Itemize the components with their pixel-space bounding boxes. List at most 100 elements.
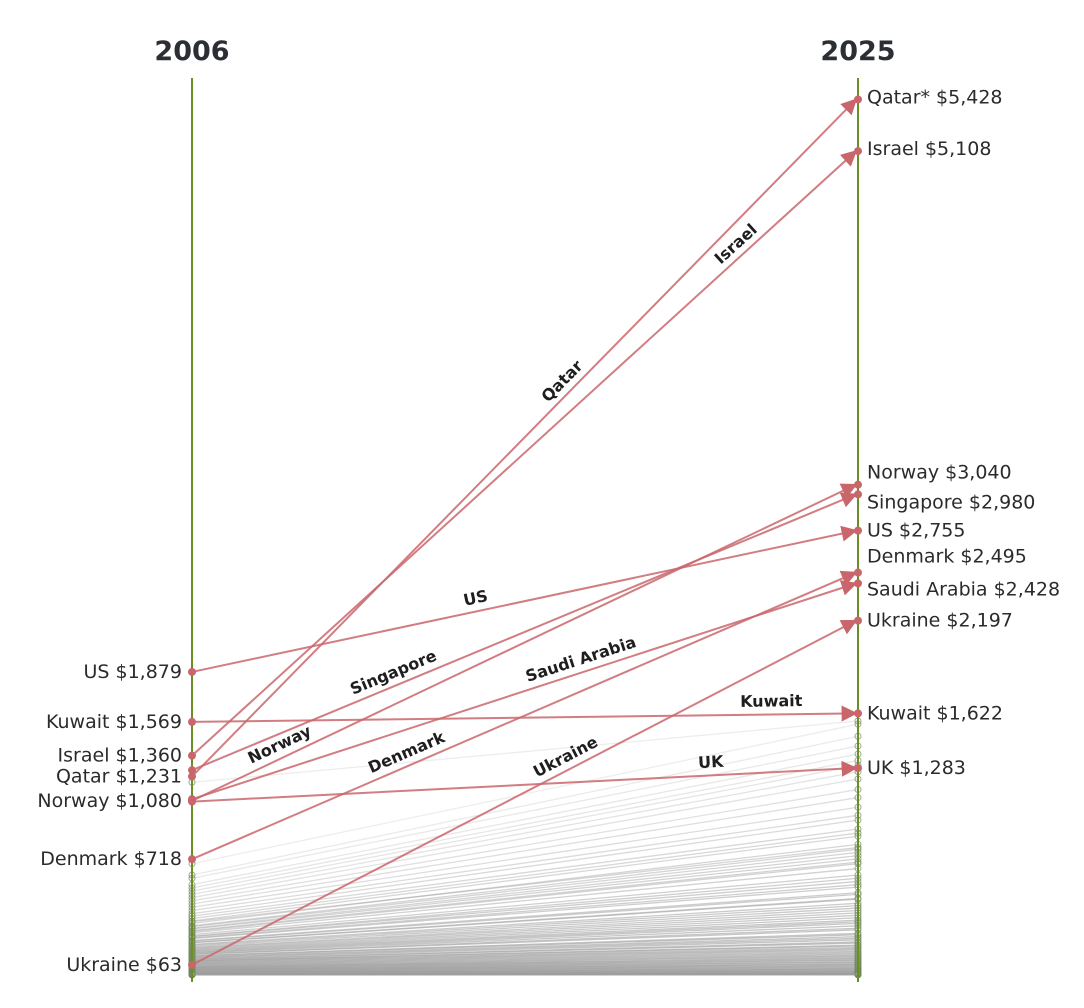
start-label-denmark: Denmark $718 (40, 848, 182, 870)
start-label-ukraine: Ukraine $63 (66, 954, 182, 976)
end-label-singapore: Singapore $2,980 (867, 491, 1035, 513)
year-2025-label: 2025 (820, 36, 895, 67)
background-line (191, 967, 859, 973)
background-line (191, 778, 859, 899)
point-start-uk (188, 797, 196, 806)
background-line (191, 814, 859, 912)
line-norway (191, 483, 858, 802)
end-label-uk: UK $1,283 (867, 757, 966, 779)
background-line (191, 909, 859, 949)
background-line (191, 886, 859, 940)
background-line (191, 907, 859, 947)
background-line (191, 735, 859, 876)
background-line (191, 861, 859, 932)
line-label-kuwait: Kuwait (740, 691, 803, 711)
point-end-us (854, 526, 862, 535)
point-start-ukraine (188, 960, 196, 969)
background-line (191, 753, 859, 886)
background-line (191, 954, 859, 966)
background-line (191, 959, 859, 969)
background-line (191, 771, 859, 895)
point-end-kuwait (854, 709, 862, 718)
background-lines-group (188, 717, 862, 979)
line-ukraine (191, 619, 858, 966)
point-start-israel (188, 751, 196, 760)
background-line (191, 925, 859, 954)
end-label-ukraine: Ukraine $2,197 (867, 610, 1013, 632)
background-line (191, 956, 859, 968)
background-line (191, 796, 859, 905)
background-line (191, 946, 859, 963)
end-label-kuwait: Kuwait $1,622 (867, 702, 1003, 724)
end-label-qatar: Qatar* $5,428 (867, 86, 1003, 108)
background-line (191, 884, 859, 939)
background-line (191, 764, 859, 892)
background-line (191, 961, 859, 970)
background-line (191, 934, 859, 957)
background-line (191, 892, 859, 942)
end-label-saudi-arabia: Saudi Arabia $2,428 (867, 578, 1060, 600)
background-line (191, 948, 859, 963)
point-start-denmark (188, 855, 196, 864)
line-us (191, 525, 858, 673)
background-line (191, 927, 859, 955)
background-line (191, 851, 859, 928)
background-line (191, 917, 859, 951)
line-label-denmark: Denmark (365, 727, 448, 777)
background-line (191, 848, 859, 927)
highlighted-lines-group (188, 95, 862, 969)
background-line (191, 828, 859, 917)
background-line (191, 904, 859, 946)
point-start-us (188, 667, 196, 676)
background-line (191, 914, 859, 950)
background-line (191, 937, 859, 959)
line-israel (191, 150, 858, 757)
background-line (191, 880, 859, 938)
line-singapore (191, 492, 858, 772)
point-end-norway (854, 480, 862, 489)
year-2006-label: 2006 (154, 36, 229, 67)
end-label-us: US $2,755 (867, 520, 966, 542)
background-line (191, 921, 859, 953)
point-start-qatar (188, 772, 196, 781)
background-line (191, 964, 859, 971)
background-line (191, 950, 859, 965)
end-label-denmark: Denmark $2,495 (867, 546, 1027, 568)
line-qatar (191, 98, 858, 778)
background-line (191, 854, 859, 929)
line-uk (191, 760, 858, 803)
point-end-singapore (854, 490, 862, 499)
background-line (191, 941, 859, 960)
background-line (191, 867, 859, 934)
start-label-israel: Israel $1,360 (58, 745, 182, 767)
start-label-kuwait: Kuwait $1,569 (46, 711, 182, 733)
background-line (191, 966, 859, 972)
background-line (191, 723, 859, 865)
point-end-ukraine (854, 616, 862, 625)
background-line (191, 955, 859, 967)
background-line (191, 846, 859, 923)
point-end-denmark (854, 568, 862, 577)
background-line (191, 877, 859, 937)
background-line (191, 969, 859, 974)
start-label-norway: Norway $1,080 (37, 790, 182, 812)
start-label-qatar: Qatar $1,231 (56, 765, 182, 787)
point-end-israel (854, 147, 862, 156)
background-line (191, 843, 859, 925)
background-line (191, 788, 859, 902)
end-label-israel: Israel $5,108 (867, 138, 991, 160)
background-line (191, 944, 859, 962)
background-line (191, 898, 859, 944)
line-saudi-arabia (191, 580, 858, 801)
background-line (191, 874, 859, 936)
point-end-uk (854, 764, 862, 773)
background-line (191, 952, 859, 965)
background-line (191, 819, 859, 915)
point-end-saudi-arabia (854, 579, 862, 588)
background-line (191, 922, 859, 954)
point-start-kuwait (188, 717, 196, 726)
background-line (191, 902, 859, 946)
point-end-qatar (854, 95, 862, 104)
background-line (191, 745, 859, 879)
background-line (191, 720, 859, 783)
